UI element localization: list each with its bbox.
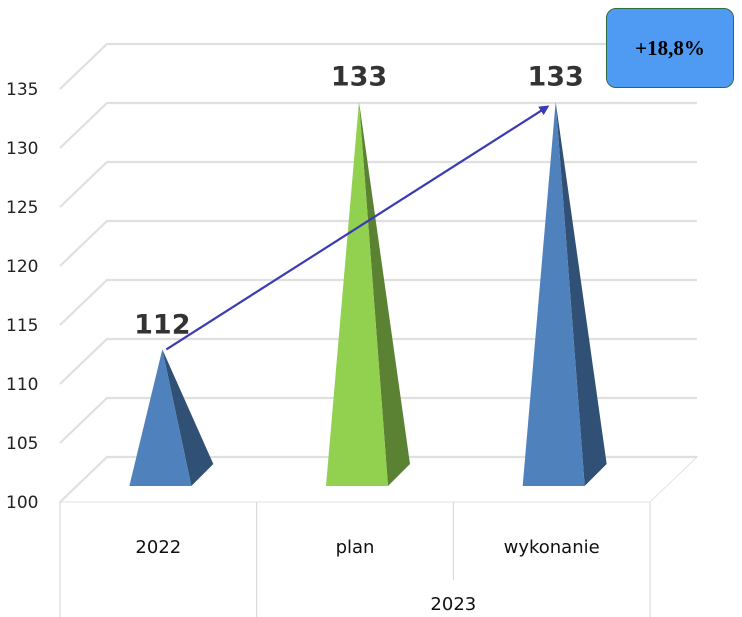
pyramid-wykonanie: [522, 101, 585, 486]
data-label: 112: [134, 309, 190, 340]
category-label: 2022: [135, 537, 181, 558]
y-tick-label: 105: [6, 434, 38, 454]
y-axis: 100 105 110 115 120 125 130 135: [6, 80, 38, 513]
gridline: [59, 455, 697, 503]
gridline: [59, 337, 697, 385]
category-label: plan: [336, 537, 375, 558]
pyramid-series: [129, 101, 607, 486]
y-tick-label: 130: [6, 139, 38, 159]
gridline: [59, 278, 697, 326]
x-axis: 2022 plan wykonanie 2023: [59, 502, 651, 617]
growth-callout: +18,8%: [606, 8, 734, 88]
growth-arrow: [165, 105, 550, 351]
pyramid-plan: [326, 101, 388, 486]
y-tick-label: 110: [6, 375, 38, 395]
y-tick-label: 100: [6, 493, 38, 513]
y-tick-label: 135: [6, 80, 38, 100]
gridline: [59, 160, 697, 208]
gridline: [59, 101, 697, 149]
data-labels: 112 133 133: [134, 62, 584, 341]
data-label: 133: [331, 62, 387, 93]
category-label: wykonanie: [504, 537, 600, 558]
pyramid-side: [162, 349, 214, 486]
y-tick-label: 115: [6, 316, 38, 336]
pyramid-2022: [129, 349, 192, 486]
y-tick-label: 125: [6, 198, 38, 218]
gridline: [59, 219, 697, 267]
category-group-label: 2023: [430, 594, 476, 615]
pyramid-side: [555, 101, 607, 486]
gridline: [59, 396, 697, 444]
data-label: 133: [527, 62, 583, 93]
y-tick-label: 120: [6, 257, 38, 277]
pyramid-side: [359, 101, 410, 486]
gridline: [59, 42, 697, 90]
